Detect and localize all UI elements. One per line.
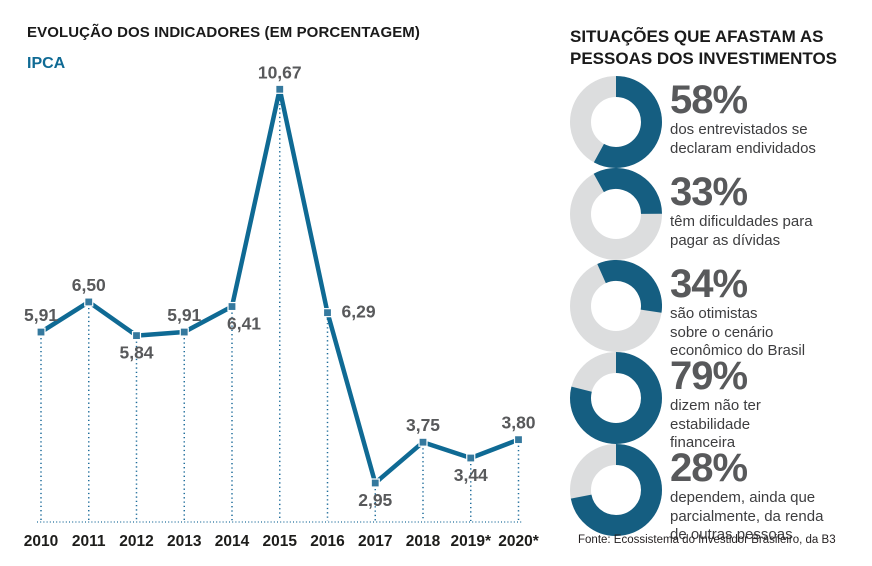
stat-desc: têm dificuldades para pagar as dívidas xyxy=(670,213,813,249)
donut-chart xyxy=(570,76,662,168)
data-point-label: 5,91 xyxy=(167,305,201,325)
x-axis-label: 2011 xyxy=(72,533,106,550)
data-point-label: 3,75 xyxy=(406,415,440,435)
x-axis-label: 2012 xyxy=(119,533,153,550)
stat-item-dividas: 33% têm dificuldades para pagar as dívid… xyxy=(570,168,870,260)
stat-text: 58% dos entrevistados se declaram endivi… xyxy=(670,76,866,158)
x-axis-label: 2020* xyxy=(498,533,539,550)
data-point-marker xyxy=(466,453,476,463)
stat-desc: dependem, ainda que parcialmente, da ren… xyxy=(670,489,824,543)
donut-chart xyxy=(570,352,662,444)
stat-value: 33% xyxy=(670,170,748,214)
x-axis-label: 2013 xyxy=(167,533,202,550)
stat-text: 79% dizem não ter estabilidade financeir… xyxy=(670,352,866,453)
data-point-label: 2,95 xyxy=(358,490,392,510)
chart-title: EVOLUÇÃO DOS INDICADORES (EM PORCENTAGEM… xyxy=(27,24,421,41)
data-point-label: 5,91 xyxy=(24,305,58,325)
donut-fill xyxy=(570,260,662,352)
stat-item-dependem: 28% dependem, ainda que parcialmente, da… xyxy=(570,444,870,543)
stat-item-estabilidade: 79% dizem não ter estabilidade financeir… xyxy=(570,352,870,451)
stat-item-otimistas: 34% são otimistas sobre o cenário econôm… xyxy=(570,260,870,359)
stat-text: 34% são otimistas sobre o cenário econôm… xyxy=(670,260,866,361)
data-point-label: 10,67 xyxy=(258,62,302,82)
x-axis-label: 2019* xyxy=(450,533,491,550)
panel-title-line2: PESSOAS DOS INVESTIMENTOS xyxy=(570,49,838,68)
data-point-label: 3,44 xyxy=(454,465,488,485)
stat-value: 58% xyxy=(670,78,748,122)
stat-value: 34% xyxy=(670,262,748,306)
stat-item-endividados: 58% dos entrevistados se declaram endivi… xyxy=(570,76,870,168)
data-point-marker xyxy=(513,435,524,445)
data-point-label: 3,80 xyxy=(501,413,535,433)
donut-fill xyxy=(570,444,662,536)
donut-fill xyxy=(570,352,662,444)
ipca-line-chart: 5,91 6,50 5,84 5,91 6,41 10,67 6,29 2,95 3,75 3,4… xyxy=(24,62,540,550)
panel-title: SITUAÇÕES QUE AFASTAM AS PESSOAS DOS INV… xyxy=(570,26,837,70)
x-axis-label: 2014 xyxy=(215,533,250,550)
series-label-ipca: IPCA xyxy=(27,55,66,72)
panel-title-line1: SITUAÇÕES QUE AFASTAM AS xyxy=(570,27,824,46)
stat-desc: dizem não ter estabilidade financeira xyxy=(670,397,761,451)
data-point-marker xyxy=(179,327,189,337)
source-note: Fonte: Ecossistema do Investidor Brasile… xyxy=(578,534,836,546)
data-point-marker xyxy=(84,297,94,307)
data-point-marker xyxy=(131,331,142,341)
stat-desc: dos entrevistados se declaram endividado… xyxy=(670,121,816,157)
data-point-marker xyxy=(275,84,285,94)
stat-desc: são otimistas sobre o cenário econômico … xyxy=(670,305,806,359)
data-point-label: 6,29 xyxy=(342,302,376,322)
stat-value: 28% xyxy=(670,446,748,490)
data-point-marker xyxy=(227,301,237,312)
data-point-label: 6,50 xyxy=(72,275,106,295)
donut-chart xyxy=(570,444,662,536)
x-axis-label: 2018 xyxy=(406,533,441,550)
ipca-series-line xyxy=(39,87,520,486)
stat-text: 33% têm dificuldades para pagar as dívid… xyxy=(670,168,866,250)
data-point-marker xyxy=(418,437,428,447)
data-point-marker xyxy=(36,327,46,337)
x-axis-label: 2010 xyxy=(24,533,58,550)
stat-text: 28% dependem, ainda que parcialmente, da… xyxy=(670,444,866,545)
stat-value: 79% xyxy=(670,354,748,398)
donut-chart xyxy=(570,168,662,260)
stats-list: 58% dos entrevistados se declaram endivi… xyxy=(570,76,870,543)
x-axis-label: 2017 xyxy=(358,533,392,550)
x-axis-label: 2016 xyxy=(310,533,345,550)
donut-fill xyxy=(570,76,662,168)
data-point-marker xyxy=(370,478,380,488)
data-point-label: 6,41 xyxy=(227,314,261,334)
data-point-label: 5,84 xyxy=(119,343,153,363)
x-axis-label: 2015 xyxy=(263,533,298,550)
donut-chart xyxy=(570,260,662,352)
data-point-marker xyxy=(322,308,333,318)
